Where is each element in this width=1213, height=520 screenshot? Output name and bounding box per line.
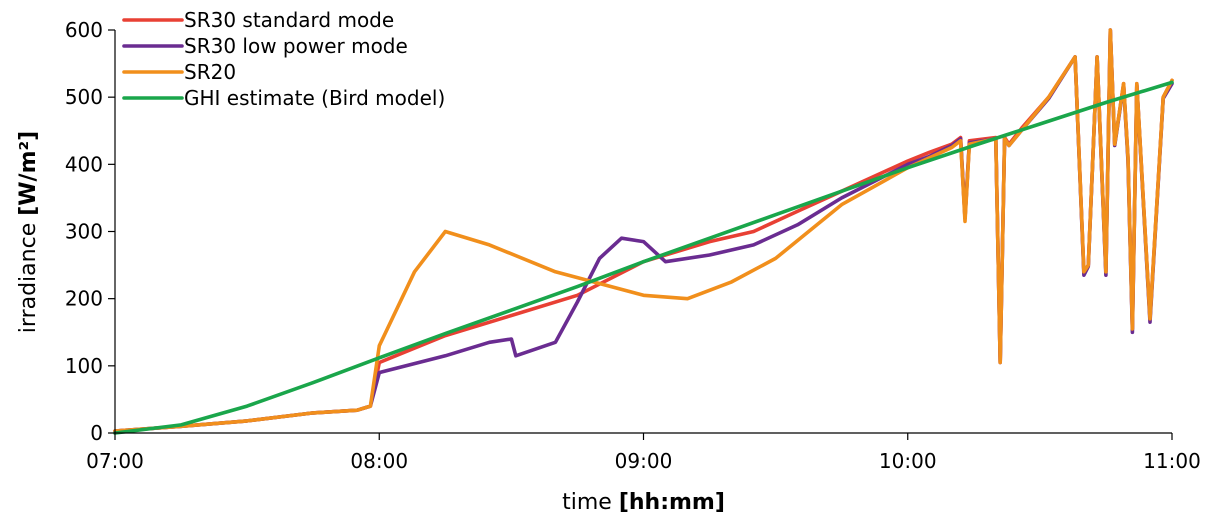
x-axis-title: time [hh:mm] <box>562 490 725 515</box>
x-tick-label-3: 10:00 <box>879 449 937 473</box>
series-line-2 <box>113 28 1174 433</box>
legend-label-3: GHI estimate (Bird model) <box>184 86 445 110</box>
y-tick-label-3: 300 <box>65 220 103 244</box>
x-tick-label-2: 09:00 <box>615 449 673 473</box>
y-tick-label-5: 500 <box>65 85 103 109</box>
x-tick-label-0: 07:00 <box>86 449 144 473</box>
y-tick-label-2: 200 <box>65 287 103 311</box>
y-tick-label-4: 400 <box>65 152 103 176</box>
y-tick-label-0: 0 <box>90 421 103 445</box>
y-axis-title: irradiance [W/m²] <box>16 131 41 333</box>
legend-label-0: SR30 standard mode <box>184 8 394 32</box>
axes <box>108 29 1173 440</box>
series-layer <box>113 28 1174 435</box>
series-line-3 <box>113 80 1174 435</box>
tick-labels: 0 100 200 300 400 500 600 07:00 08:00 09:00 10:00 1… <box>65 18 1201 473</box>
x-axis-label: time <box>562 490 612 515</box>
x-tick-label-1: 08:00 <box>350 449 408 473</box>
x-axis-unit: [hh:mm] <box>619 490 725 515</box>
y-axis-unit: [W/m²] <box>16 131 41 216</box>
legend-label-2: SR20 <box>184 60 236 84</box>
y-tick-label-6: 600 <box>65 18 103 42</box>
y-axis-label: irradiance <box>16 223 41 333</box>
y-tick-label-1: 100 <box>65 354 103 378</box>
x-tick-label-4: 11:00 <box>1143 449 1201 473</box>
legend-label-1: SR30 low power mode <box>184 34 408 58</box>
